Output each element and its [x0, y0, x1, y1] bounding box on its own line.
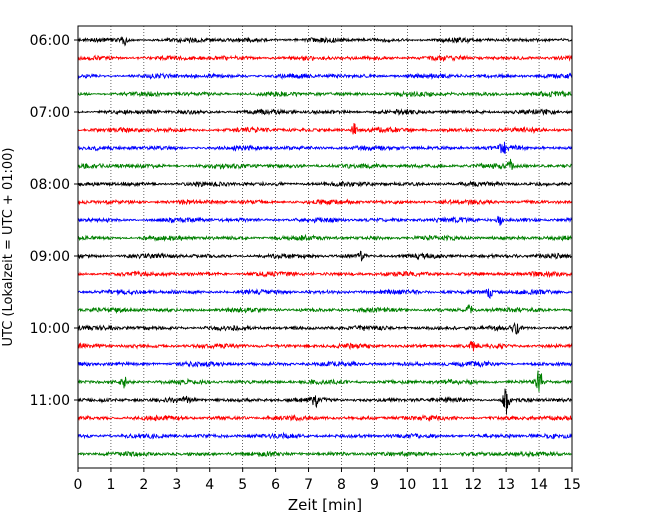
x-axis-label: Zeit [min] — [288, 496, 362, 514]
seismic-trace — [77, 54, 573, 63]
seismic-trace — [77, 158, 573, 170]
seismic-trace — [77, 304, 573, 315]
y-tick-label: 11:00 — [30, 393, 70, 409]
x-axis: 0 1 2 3 4 5 6 7 8 9 10 11 12 13 14 15 — [74, 468, 581, 493]
seismic-trace — [77, 90, 573, 98]
y-tick-label: 10:00 — [30, 321, 70, 337]
seismic-trace — [77, 198, 573, 206]
x-tick-label: 13 — [497, 477, 515, 493]
x-tick-label: 3 — [172, 477, 181, 493]
seismic-trace — [77, 180, 573, 188]
seismic-trace — [78, 123, 573, 135]
x-tick-label: 8 — [337, 477, 346, 493]
grid-layer — [110, 26, 540, 468]
seismic-trace — [77, 388, 573, 415]
x-tick-label: 0 — [74, 477, 83, 493]
seismic-trace — [77, 321, 573, 335]
x-tick-label: 6 — [271, 477, 280, 493]
x-tick-label: 5 — [238, 477, 247, 493]
x-tick-label: 11 — [431, 477, 449, 493]
seismic-trace — [77, 233, 573, 242]
x-tick-label: 4 — [205, 477, 214, 493]
seismic-trace — [77, 414, 573, 423]
x-tick-label: 12 — [464, 477, 482, 493]
y-axis: 06:00 07:00 08:00 09:00 10:00 11:00 — [30, 33, 78, 409]
x-tick-label: 15 — [563, 477, 581, 493]
y-tick-label: 06:00 — [30, 33, 70, 49]
seismic-trace — [77, 72, 573, 80]
seismic-trace — [77, 215, 573, 226]
seismic-trace — [77, 370, 573, 392]
traces-layer — [77, 36, 573, 458]
x-tick-label: 14 — [530, 477, 548, 493]
x-tick-label: 1 — [106, 477, 115, 493]
y-tick-label: 08:00 — [30, 177, 70, 193]
y-axis-label: UTC (Lokalzeit = UTC + 01:00) — [1, 148, 16, 347]
plot-frame — [77, 25, 573, 469]
x-tick-label: 9 — [370, 477, 379, 493]
seismic-trace — [77, 141, 573, 155]
seismic-trace — [77, 340, 573, 352]
seismic-trace — [77, 450, 573, 458]
x-tick-label: 2 — [139, 477, 148, 493]
y-tick-label: 07:00 — [30, 105, 70, 121]
x-tick-label: 10 — [398, 477, 416, 493]
seismic-trace — [77, 250, 573, 262]
seismic-trace — [77, 431, 573, 440]
seismic-trace — [77, 359, 573, 368]
x-tick-label: 7 — [304, 477, 313, 493]
seismic-trace — [77, 288, 573, 299]
seismic-trace — [77, 36, 573, 47]
seismic-trace — [77, 108, 573, 116]
y-tick-label: 09:00 — [30, 249, 70, 265]
seismic-trace — [77, 270, 573, 279]
